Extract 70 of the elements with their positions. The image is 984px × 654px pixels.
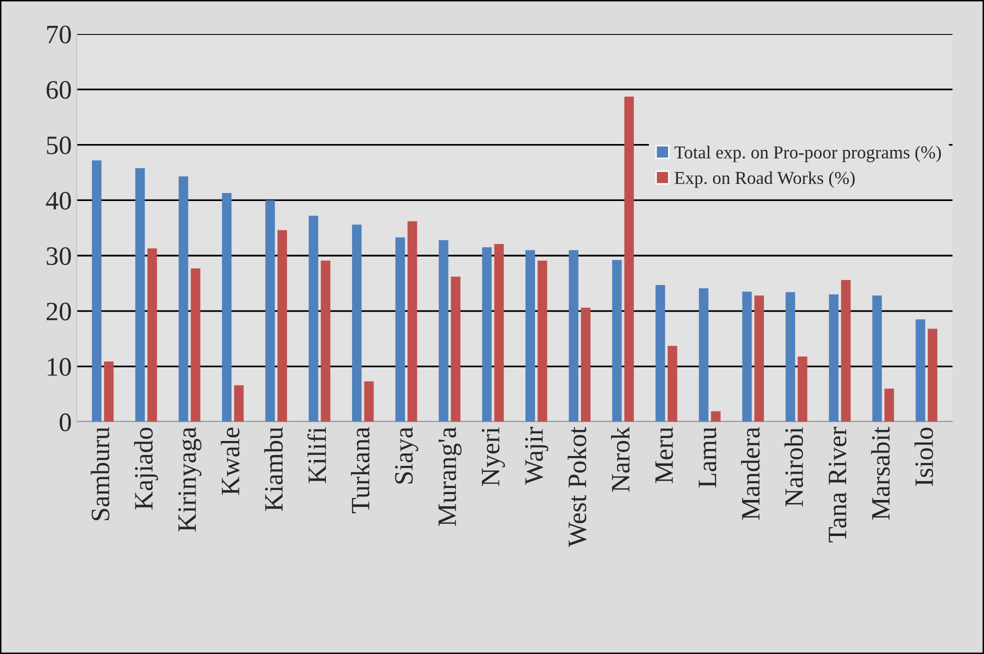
bar — [135, 168, 145, 422]
bar — [147, 248, 157, 422]
bar — [698, 288, 708, 422]
x-tick-label: Meru — [655, 427, 673, 484]
x-tick-label: Murang'a — [438, 427, 462, 526]
y-tick-label: 50 — [47, 136, 71, 154]
bar — [265, 200, 275, 422]
x-tick-label: Narok — [611, 426, 630, 492]
x-tick-label: Wajir — [525, 426, 548, 485]
x-tick-label: Nairobi — [784, 427, 804, 507]
legend-label: Total exp. on Pro-poor programs (%) — [674, 146, 941, 162]
y-tick-label: 40 — [46, 192, 71, 210]
x-tick-label: West Pokot — [568, 426, 586, 547]
bar — [104, 361, 114, 422]
y-tick-label: 60 — [46, 81, 71, 99]
bar — [190, 268, 200, 422]
bar — [884, 388, 894, 422]
bar — [482, 247, 492, 422]
bar — [222, 193, 232, 422]
y-tick-label: 0 — [60, 413, 71, 432]
bar — [612, 260, 622, 422]
bar — [320, 260, 330, 422]
bar — [92, 160, 102, 422]
x-tick-label: Kilifi — [307, 427, 326, 484]
bar — [656, 284, 666, 422]
bar — [234, 385, 244, 422]
legend-label: Exp. on Road Works (%) — [674, 171, 855, 188]
bar — [308, 216, 318, 422]
x-tick-label: Isiolo — [914, 428, 934, 486]
bar — [872, 296, 882, 422]
bar — [408, 221, 418, 422]
x-tick-label: Mandera — [741, 427, 760, 520]
bar — [395, 237, 405, 422]
y-tick-label: 10 — [48, 358, 71, 376]
x-tick-label: Lamu — [698, 427, 716, 488]
x-tick-label: Kiambu — [264, 427, 283, 511]
bar — [538, 260, 548, 422]
bar — [494, 244, 504, 422]
bar — [841, 280, 851, 422]
bar — [352, 224, 362, 422]
x-tick-label: Siaya — [395, 427, 418, 484]
x-tick-label: Nyeri — [482, 427, 505, 486]
y-tick-label: 20 — [46, 302, 71, 320]
bar — [711, 411, 721, 422]
y-tick-label: 30 — [46, 247, 71, 266]
bar — [742, 292, 752, 422]
bar — [786, 292, 796, 422]
bar — [525, 250, 536, 422]
x-tick-label: Kwale — [220, 428, 240, 495]
bar — [364, 381, 374, 422]
bar — [277, 230, 288, 422]
x-tick-label: Tana River — [828, 426, 846, 542]
y-tick-label: 70 — [47, 26, 71, 44]
bar — [580, 308, 590, 422]
bar — [438, 240, 448, 422]
bar — [624, 96, 634, 422]
bar — [178, 176, 188, 422]
x-tick-label: Turkana — [350, 427, 370, 514]
x-tick-label: Marsabit — [871, 426, 890, 520]
bar — [828, 294, 838, 422]
x-tick-label: Samburu — [90, 427, 110, 520]
bar — [450, 276, 460, 422]
x-tick-label: Kirinyaga — [178, 427, 202, 532]
bar — [928, 328, 938, 422]
bar — [798, 356, 808, 422]
bar — [754, 296, 764, 422]
bar — [568, 250, 578, 422]
bar — [916, 319, 926, 422]
x-tick-label: Kajiado — [134, 428, 158, 510]
bar — [668, 346, 678, 422]
